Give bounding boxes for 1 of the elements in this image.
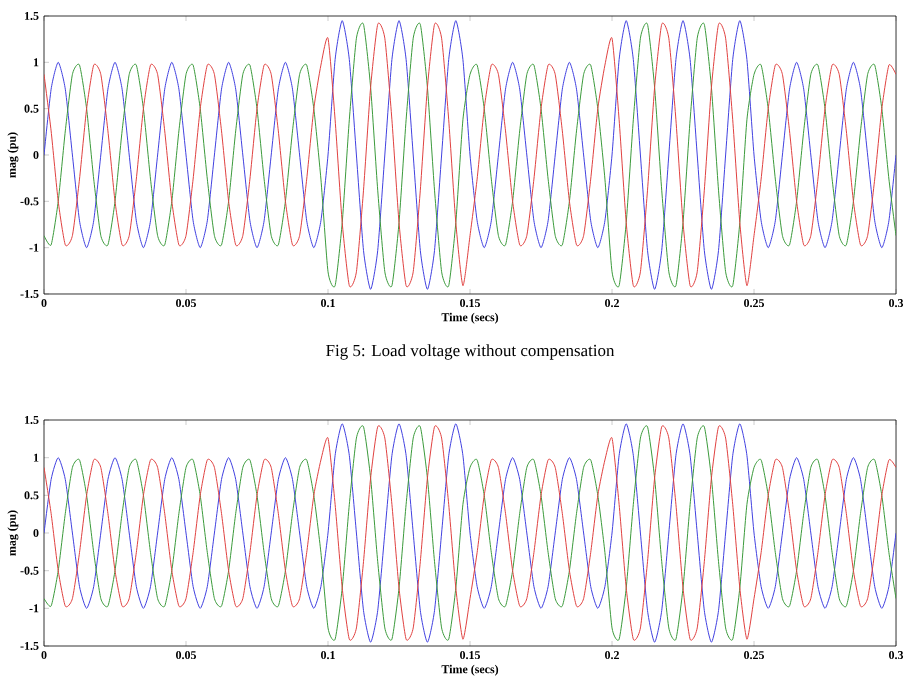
caption: Fig 5: Load voltage without compensation — [326, 344, 615, 360]
